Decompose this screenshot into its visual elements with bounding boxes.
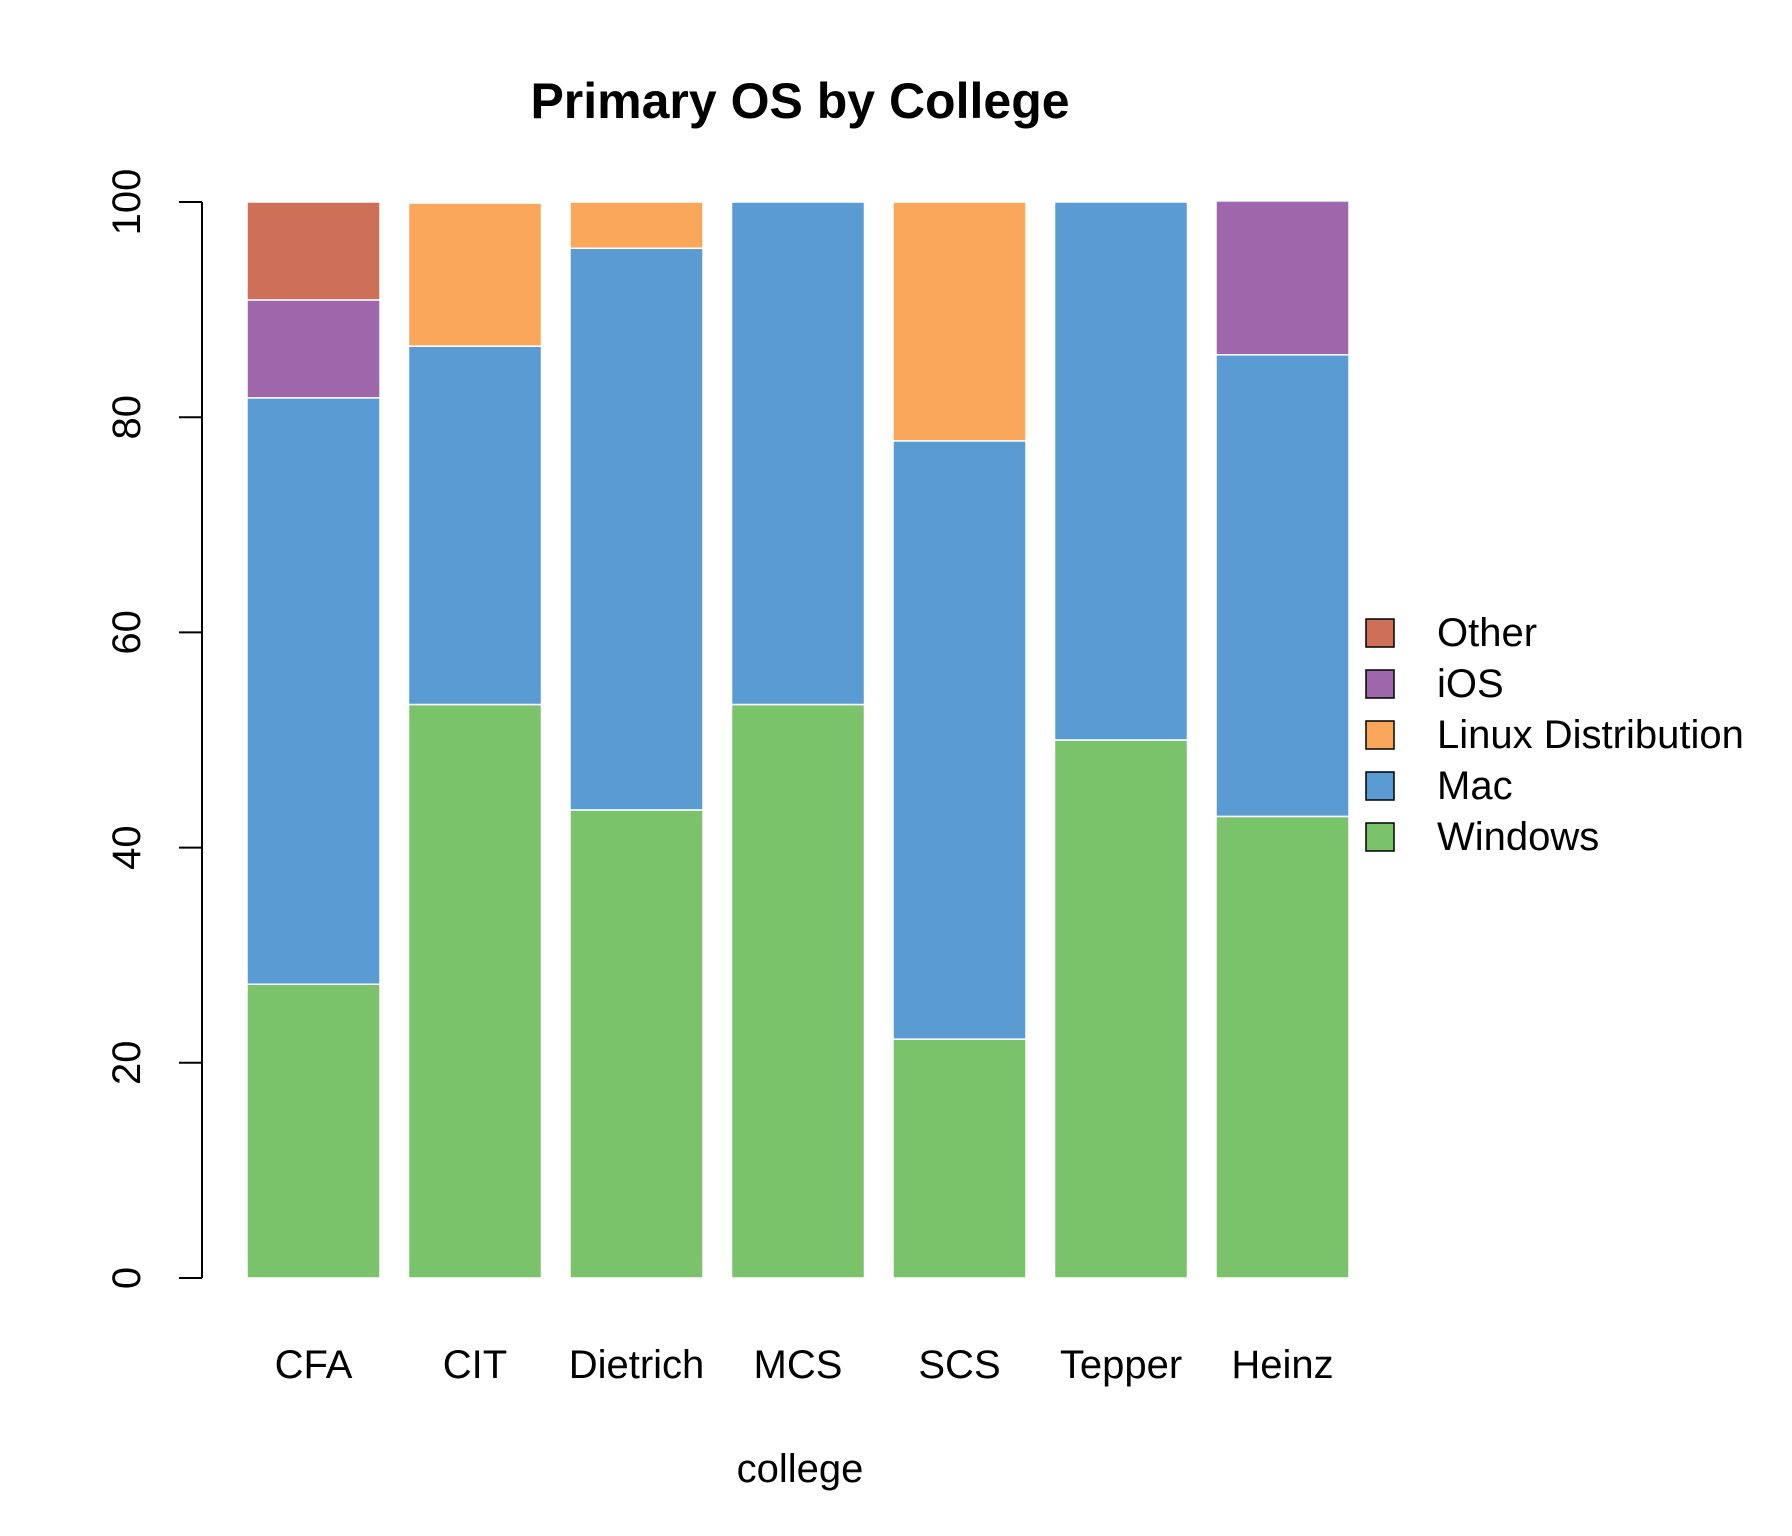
bar-segment-mac bbox=[1053, 201, 1189, 741]
x-tick-label: CFA bbox=[275, 1343, 353, 1387]
bar-segment-mac bbox=[569, 247, 704, 811]
bar-segment-mac bbox=[246, 397, 381, 986]
legend-label: Linux Distribution bbox=[1437, 713, 1744, 757]
y-tick-label: 20 bbox=[105, 1041, 149, 1086]
bars bbox=[246, 200, 1350, 1279]
bar-segment-linux-distribution bbox=[569, 201, 704, 250]
bar-segment-ios bbox=[1215, 200, 1350, 356]
y-tick-label: 0 bbox=[105, 1267, 149, 1289]
x-tick-label: Heinz bbox=[1231, 1343, 1333, 1387]
x-tick-label: SCS bbox=[918, 1343, 1000, 1387]
legend-swatch bbox=[1365, 822, 1395, 852]
x-axis-labels: CFA CIT Dietrich MCS SCS Tepper Heinz bbox=[275, 1343, 1334, 1387]
legend-label: iOS bbox=[1437, 662, 1504, 706]
legend-swatch bbox=[1365, 720, 1395, 750]
bar-segment-windows bbox=[569, 809, 704, 1279]
bar-segment-windows bbox=[246, 983, 381, 1279]
bar-segment-other bbox=[246, 201, 381, 301]
bar-segment-windows bbox=[1215, 815, 1350, 1279]
legend-label: Other bbox=[1437, 611, 1537, 655]
y-tick-label: 80 bbox=[105, 395, 149, 440]
legend-swatch bbox=[1365, 771, 1395, 801]
legend-label: Mac bbox=[1437, 764, 1513, 808]
legend-label: Windows bbox=[1437, 815, 1599, 859]
legend: Other iOS Linux Distribution Mac Windows bbox=[1365, 611, 1744, 859]
bar-segment-mac bbox=[407, 345, 543, 706]
bar-segment-ios bbox=[246, 299, 381, 399]
bar-segment-windows bbox=[407, 703, 543, 1279]
x-axis-title: college bbox=[737, 1447, 864, 1491]
y-tick-label: 60 bbox=[105, 610, 149, 655]
bar-segment-windows bbox=[892, 1038, 1027, 1279]
y-tick-label: 100 bbox=[105, 169, 149, 236]
bar-segment-mac bbox=[892, 440, 1027, 1040]
bar-segment-linux-distribution bbox=[892, 201, 1027, 442]
x-tick-label: Dietrich bbox=[569, 1343, 705, 1387]
bar-segment-windows bbox=[730, 703, 866, 1279]
bar-segment-mac bbox=[730, 201, 866, 706]
x-tick-label: MCS bbox=[754, 1343, 843, 1387]
chart-title: Primary OS by College bbox=[530, 73, 1069, 129]
x-tick-label: CIT bbox=[443, 1343, 507, 1387]
legend-swatch bbox=[1365, 618, 1395, 648]
legend-swatch bbox=[1365, 669, 1395, 699]
bar-segment-linux-distribution bbox=[407, 202, 543, 347]
x-tick-label: Tepper bbox=[1060, 1343, 1182, 1387]
y-tick-label: 40 bbox=[105, 825, 149, 870]
y-axis: 0 20 40 60 80 100 bbox=[105, 169, 203, 1289]
bar-segment-windows bbox=[1053, 739, 1189, 1279]
bar-segment-mac bbox=[1215, 354, 1350, 818]
